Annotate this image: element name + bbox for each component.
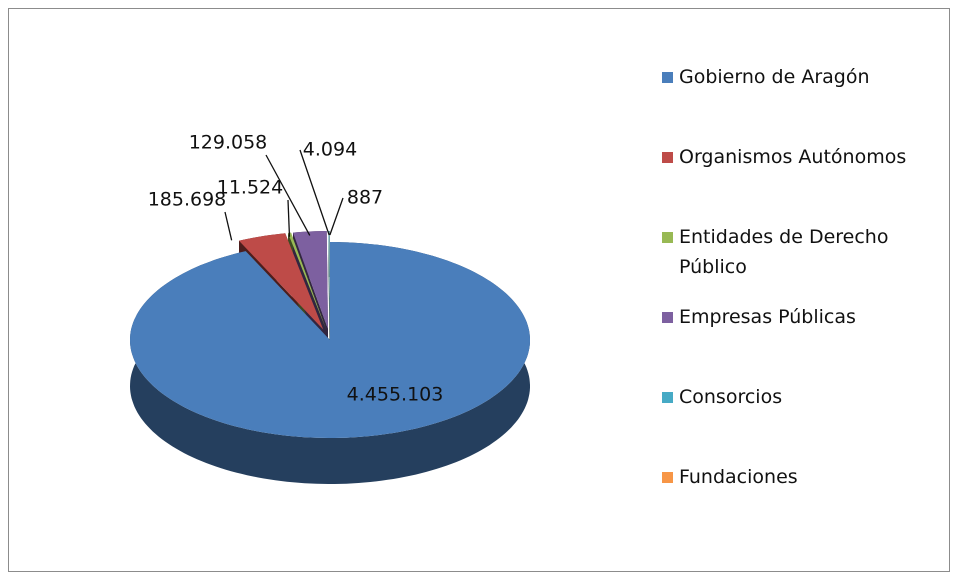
legend-entry: Gobierno de Aragón bbox=[662, 62, 952, 142]
leader-line bbox=[265, 154, 311, 236]
slice bbox=[239, 233, 324, 330]
slice bbox=[130, 242, 530, 438]
data-label: 129.058 bbox=[189, 132, 268, 154]
legend-swatch bbox=[662, 472, 673, 483]
leader-line bbox=[224, 211, 233, 241]
data-label: 4.455.103 bbox=[347, 384, 444, 406]
data-label: 4.094 bbox=[303, 139, 357, 161]
leader-line bbox=[287, 199, 291, 237]
legend-entry: Organismos Autónomos bbox=[662, 142, 952, 222]
legend-swatch bbox=[662, 392, 673, 403]
legend-label: Gobierno de Aragón bbox=[679, 66, 870, 88]
chart-frame bbox=[8, 8, 950, 572]
legend-label: Empresas Públicas bbox=[679, 306, 856, 328]
legend-swatch bbox=[662, 72, 673, 83]
leader-line bbox=[329, 197, 344, 236]
leader-line bbox=[299, 149, 330, 236]
legend-label: Consorcios bbox=[679, 386, 783, 408]
slice bbox=[328, 231, 330, 330]
slice bbox=[293, 231, 328, 330]
data-label: 185.698 bbox=[148, 189, 227, 211]
legend-swatch bbox=[662, 312, 673, 323]
legend-label: Entidades de Derecho Público bbox=[679, 226, 889, 278]
legend-label: Fundaciones bbox=[679, 466, 798, 488]
legend-entry: Fundaciones bbox=[662, 462, 952, 542]
slice bbox=[288, 232, 326, 330]
legend-entry: Consorcios bbox=[662, 382, 952, 462]
legend: Gobierno de Aragón Organismos Autónomos En… bbox=[662, 62, 952, 542]
slice-cut bbox=[328, 231, 330, 375]
legend-entry: Entidades de Derecho Público bbox=[662, 222, 952, 302]
data-label: 887 bbox=[347, 187, 383, 209]
legend-swatch bbox=[662, 152, 673, 163]
legend-swatch bbox=[662, 232, 673, 243]
legend-label: Organismos Autónomos bbox=[679, 146, 907, 168]
data-label: 11.524 bbox=[217, 177, 283, 199]
legend-entry: Empresas Públicas bbox=[662, 302, 952, 382]
